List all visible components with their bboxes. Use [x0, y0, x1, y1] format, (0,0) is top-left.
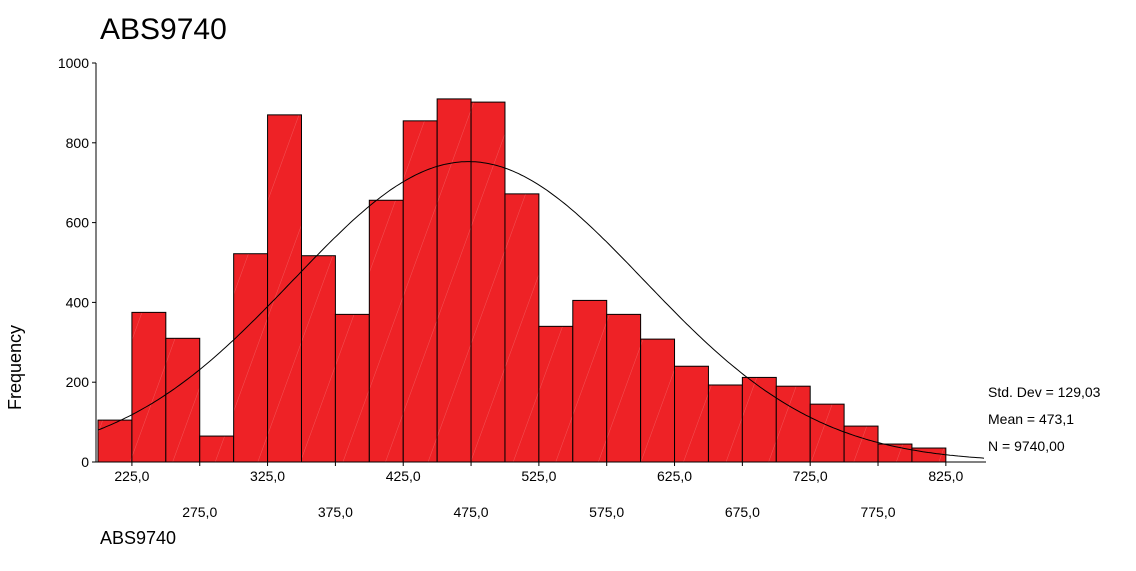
x-tick-label: 225,0: [114, 468, 149, 484]
x-tick-label: 275,0: [182, 504, 217, 520]
histogram-bar-hatch: [911, 448, 946, 462]
histogram-bar-hatch: [165, 338, 200, 462]
normal-curve: [97, 161, 985, 459]
histogram-bar-hatch: [810, 404, 845, 462]
histogram-bar-hatch: [776, 386, 811, 462]
x-tick-label: 775,0: [860, 504, 895, 520]
y-tick-label: 600: [66, 215, 90, 231]
histogram-bar-hatch: [708, 384, 743, 462]
x-tick-label: 725,0: [793, 468, 828, 484]
histogram-bar-hatch: [131, 312, 166, 462]
histogram-bar-hatch: [437, 98, 472, 462]
stats-n: N = 9740,00: [988, 438, 1065, 454]
y-tick-label: 200: [66, 374, 90, 390]
x-tick-label: 575,0: [589, 504, 624, 520]
histogram-bar-hatch: [640, 339, 675, 462]
y-tick-label: 0: [81, 454, 89, 470]
y-tick-label: 800: [66, 135, 90, 151]
y-axis-label: Frequency: [5, 325, 25, 410]
x-tick-label: 325,0: [250, 468, 285, 484]
stats-mean: Mean = 473,1: [988, 411, 1074, 427]
histogram-bar-hatch: [504, 193, 539, 462]
y-tick-label: 1000: [58, 55, 89, 71]
histogram-bar-hatch: [606, 314, 641, 462]
histogram-bar-hatch: [742, 377, 777, 462]
x-tick-label: 675,0: [725, 504, 760, 520]
histogram-bar-hatch: [471, 102, 505, 463]
stats-std-dev: Std. Dev = 129,03: [988, 384, 1101, 400]
histogram-bar-hatch: [199, 436, 234, 462]
histogram-bar-hatch: [335, 314, 370, 462]
histogram-bar-hatch: [403, 120, 438, 462]
histogram-bar-hatch: [572, 300, 607, 462]
chart-title: ABS9740: [100, 13, 227, 46]
x-tick-label: 525,0: [521, 468, 556, 484]
histogram-bar-hatch: [233, 253, 268, 462]
histogram-bar-hatch: [538, 326, 573, 462]
histogram-bar-hatch: [674, 366, 709, 462]
x-tick-label: 375,0: [318, 504, 353, 520]
y-tick-label: 400: [66, 294, 90, 310]
histogram-bar-hatch: [98, 420, 132, 462]
x-tick-label: 625,0: [657, 468, 692, 484]
x-tick-label: 475,0: [454, 504, 489, 520]
x-tick-label: 425,0: [386, 468, 421, 484]
x-tick-label: 825,0: [928, 468, 963, 484]
histogram-bar-hatch: [301, 255, 336, 462]
histogram-bar-hatch: [844, 426, 879, 462]
x-axis-label: ABS9740: [100, 528, 176, 548]
x-axis-ticks: 225,0 325,0 425,0 525,0 625,0 725,0 825,0 275,0…: [114, 462, 964, 520]
y-axis-ticks: 0 200 400 600 800 1000: [58, 55, 96, 470]
histogram-bars: [97, 98, 947, 463]
histogram-bar-hatch: [369, 200, 404, 463]
